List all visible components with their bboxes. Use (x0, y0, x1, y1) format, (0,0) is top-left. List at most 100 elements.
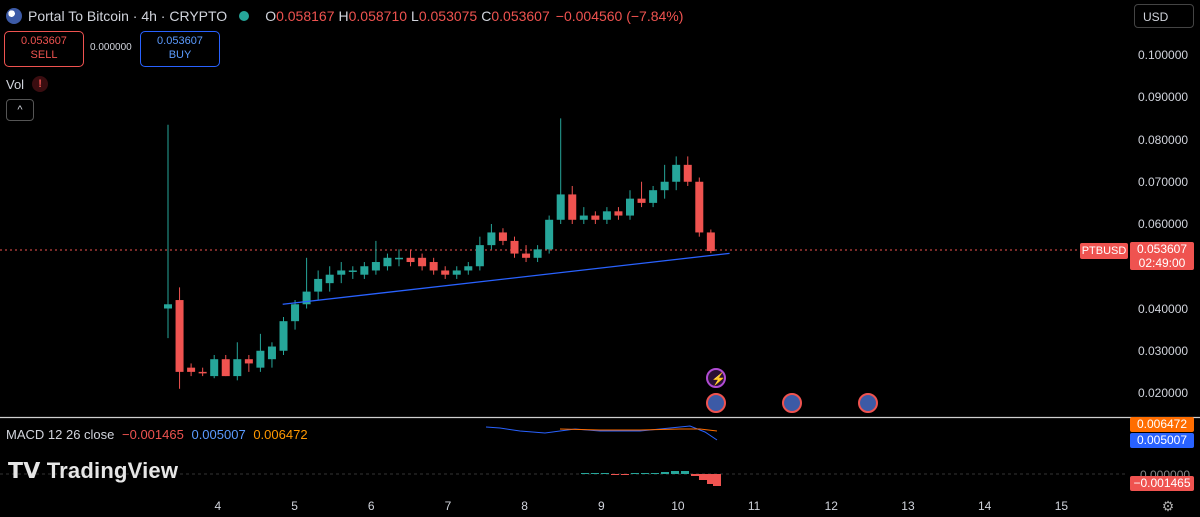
ohlc-low: 0.053075 (418, 8, 478, 24)
ohlc-open-key: O (265, 8, 277, 24)
macd-histogram-bar (651, 473, 659, 474)
candle-body (487, 232, 496, 246)
macd-hist-value: −0.001465 (122, 427, 184, 442)
candle-body (210, 359, 219, 377)
macd-histogram-bar (661, 472, 669, 474)
us-economic-event-icon[interactable] (706, 393, 726, 413)
tv-mark-icon: 𝗧𝗩 (8, 458, 47, 483)
trendline[interactable] (282, 252, 730, 305)
time-tick: 6 (367, 499, 375, 513)
buy-price: 0.053607 (157, 35, 203, 47)
ohlc-low-key: L (411, 8, 419, 24)
macd-histogram-bar (631, 473, 639, 474)
tradingview-logo[interactable]: 𝗧𝗩 TradingView (8, 458, 178, 484)
candle-body (221, 359, 230, 377)
gear-icon[interactable]: ⚙ (1161, 498, 1175, 514)
price-tick: 0.020000 (1138, 386, 1189, 400)
macd-signal-line (559, 428, 718, 432)
events-markers[interactable]: ⚡ (706, 368, 878, 413)
macd-signal-tag: 0.006472 (1130, 417, 1194, 432)
macd-pane (0, 425, 1128, 486)
ohlc-close: 0.053607 (491, 8, 550, 24)
ohlc-high: 0.058710 (348, 8, 408, 24)
candle-body (683, 164, 692, 182)
candle-body (602, 211, 611, 220)
macd-hist-tag: −0.001465 (1130, 476, 1194, 491)
us-economic-event-icon[interactable] (858, 393, 878, 413)
lightning-glyph: ⚡ (711, 372, 726, 386)
candle-body (637, 198, 646, 203)
candle-body (383, 257, 392, 267)
price-tick: 0.100000 (1138, 48, 1189, 62)
candle-body (522, 253, 531, 258)
currency-selector[interactable]: USD (1134, 4, 1194, 28)
warning-icon[interactable]: ! (32, 76, 49, 92)
market-status-dot-icon[interactable] (239, 11, 250, 21)
candle-body (337, 270, 346, 275)
candle-body (545, 219, 554, 250)
candle-body (314, 278, 323, 292)
collapse-legend-button[interactable]: ^ (6, 99, 34, 121)
bar-countdown: 02:49:00 (1138, 256, 1186, 270)
last-price-value: 0.053607 (1136, 242, 1188, 256)
macd-histogram-bar (641, 473, 649, 474)
candle-body (395, 257, 403, 260)
us-flag-icon (6, 8, 22, 24)
us-economic-event-icon[interactable] (782, 393, 802, 413)
candle-body (256, 350, 265, 368)
time-tick: 13 (901, 499, 915, 513)
candle-body (441, 270, 450, 275)
macd-histogram-bar (707, 474, 715, 484)
macd-signal-value: 0.006472 (253, 427, 308, 442)
macd-legend[interactable]: MACD 12 26 close −0.001465 0.005007 0.00… (6, 427, 308, 442)
sell-button[interactable]: 0.053607 SELL (4, 31, 84, 67)
candle-body (302, 291, 311, 305)
macd-histogram-bar (581, 473, 589, 474)
spread-value: 0.000000 (90, 42, 132, 53)
macd-histogram-bar (621, 474, 629, 475)
sell-price: 0.053607 (21, 35, 67, 47)
candle-body (418, 257, 427, 267)
time-tick: 8 (521, 499, 528, 513)
sell-label: SELL (30, 49, 58, 61)
volume-legend[interactable]: Vol ! (6, 76, 49, 92)
ohlc-high-key: H (338, 8, 349, 24)
macd-histogram-bar (699, 474, 707, 480)
time-tick: 10 (671, 499, 685, 513)
macd-histogram-bar (601, 473, 609, 474)
macd-line (485, 425, 718, 441)
candle-body (429, 262, 438, 271)
candle-body (579, 215, 588, 220)
macd-histogram-bar (591, 473, 599, 474)
candle-body (614, 211, 623, 216)
candle-body (568, 194, 577, 220)
macd-label: MACD 12 26 close (6, 427, 115, 442)
candle-body (244, 359, 253, 364)
macd-histogram-bar (713, 474, 721, 486)
macd-line-value: 0.005007 (191, 427, 246, 442)
candle-body (406, 257, 415, 263)
candle-body (279, 321, 288, 351)
price-tick: 0.040000 (1138, 301, 1189, 316)
price-tick: 0.070000 (1138, 174, 1189, 189)
macd-histogram-bar (681, 471, 689, 474)
time-tick: 11 (747, 499, 761, 513)
candle-body (360, 266, 369, 275)
candle-body (187, 367, 196, 372)
time-tick: 12 (824, 499, 838, 513)
lightning-event-icon[interactable] (706, 368, 726, 388)
last-price-tag: 0.053607 02:49:00 (1130, 242, 1194, 270)
time-tick: 9 (598, 499, 605, 513)
candle-body (591, 215, 600, 220)
candle-body (371, 262, 380, 271)
symbol-price-tag: PTBUSD (1080, 243, 1128, 259)
macd-histogram-bar (671, 471, 679, 474)
logo-text: TradingView (46, 458, 179, 483)
symbol-title[interactable]: Portal To Bitcoin · 4h · CRYPTO (28, 8, 228, 24)
candle-body (452, 270, 461, 275)
buy-button[interactable]: 0.053607 BUY (140, 31, 220, 67)
ohlc-close-key: C (481, 8, 492, 24)
candle-body (464, 266, 473, 271)
